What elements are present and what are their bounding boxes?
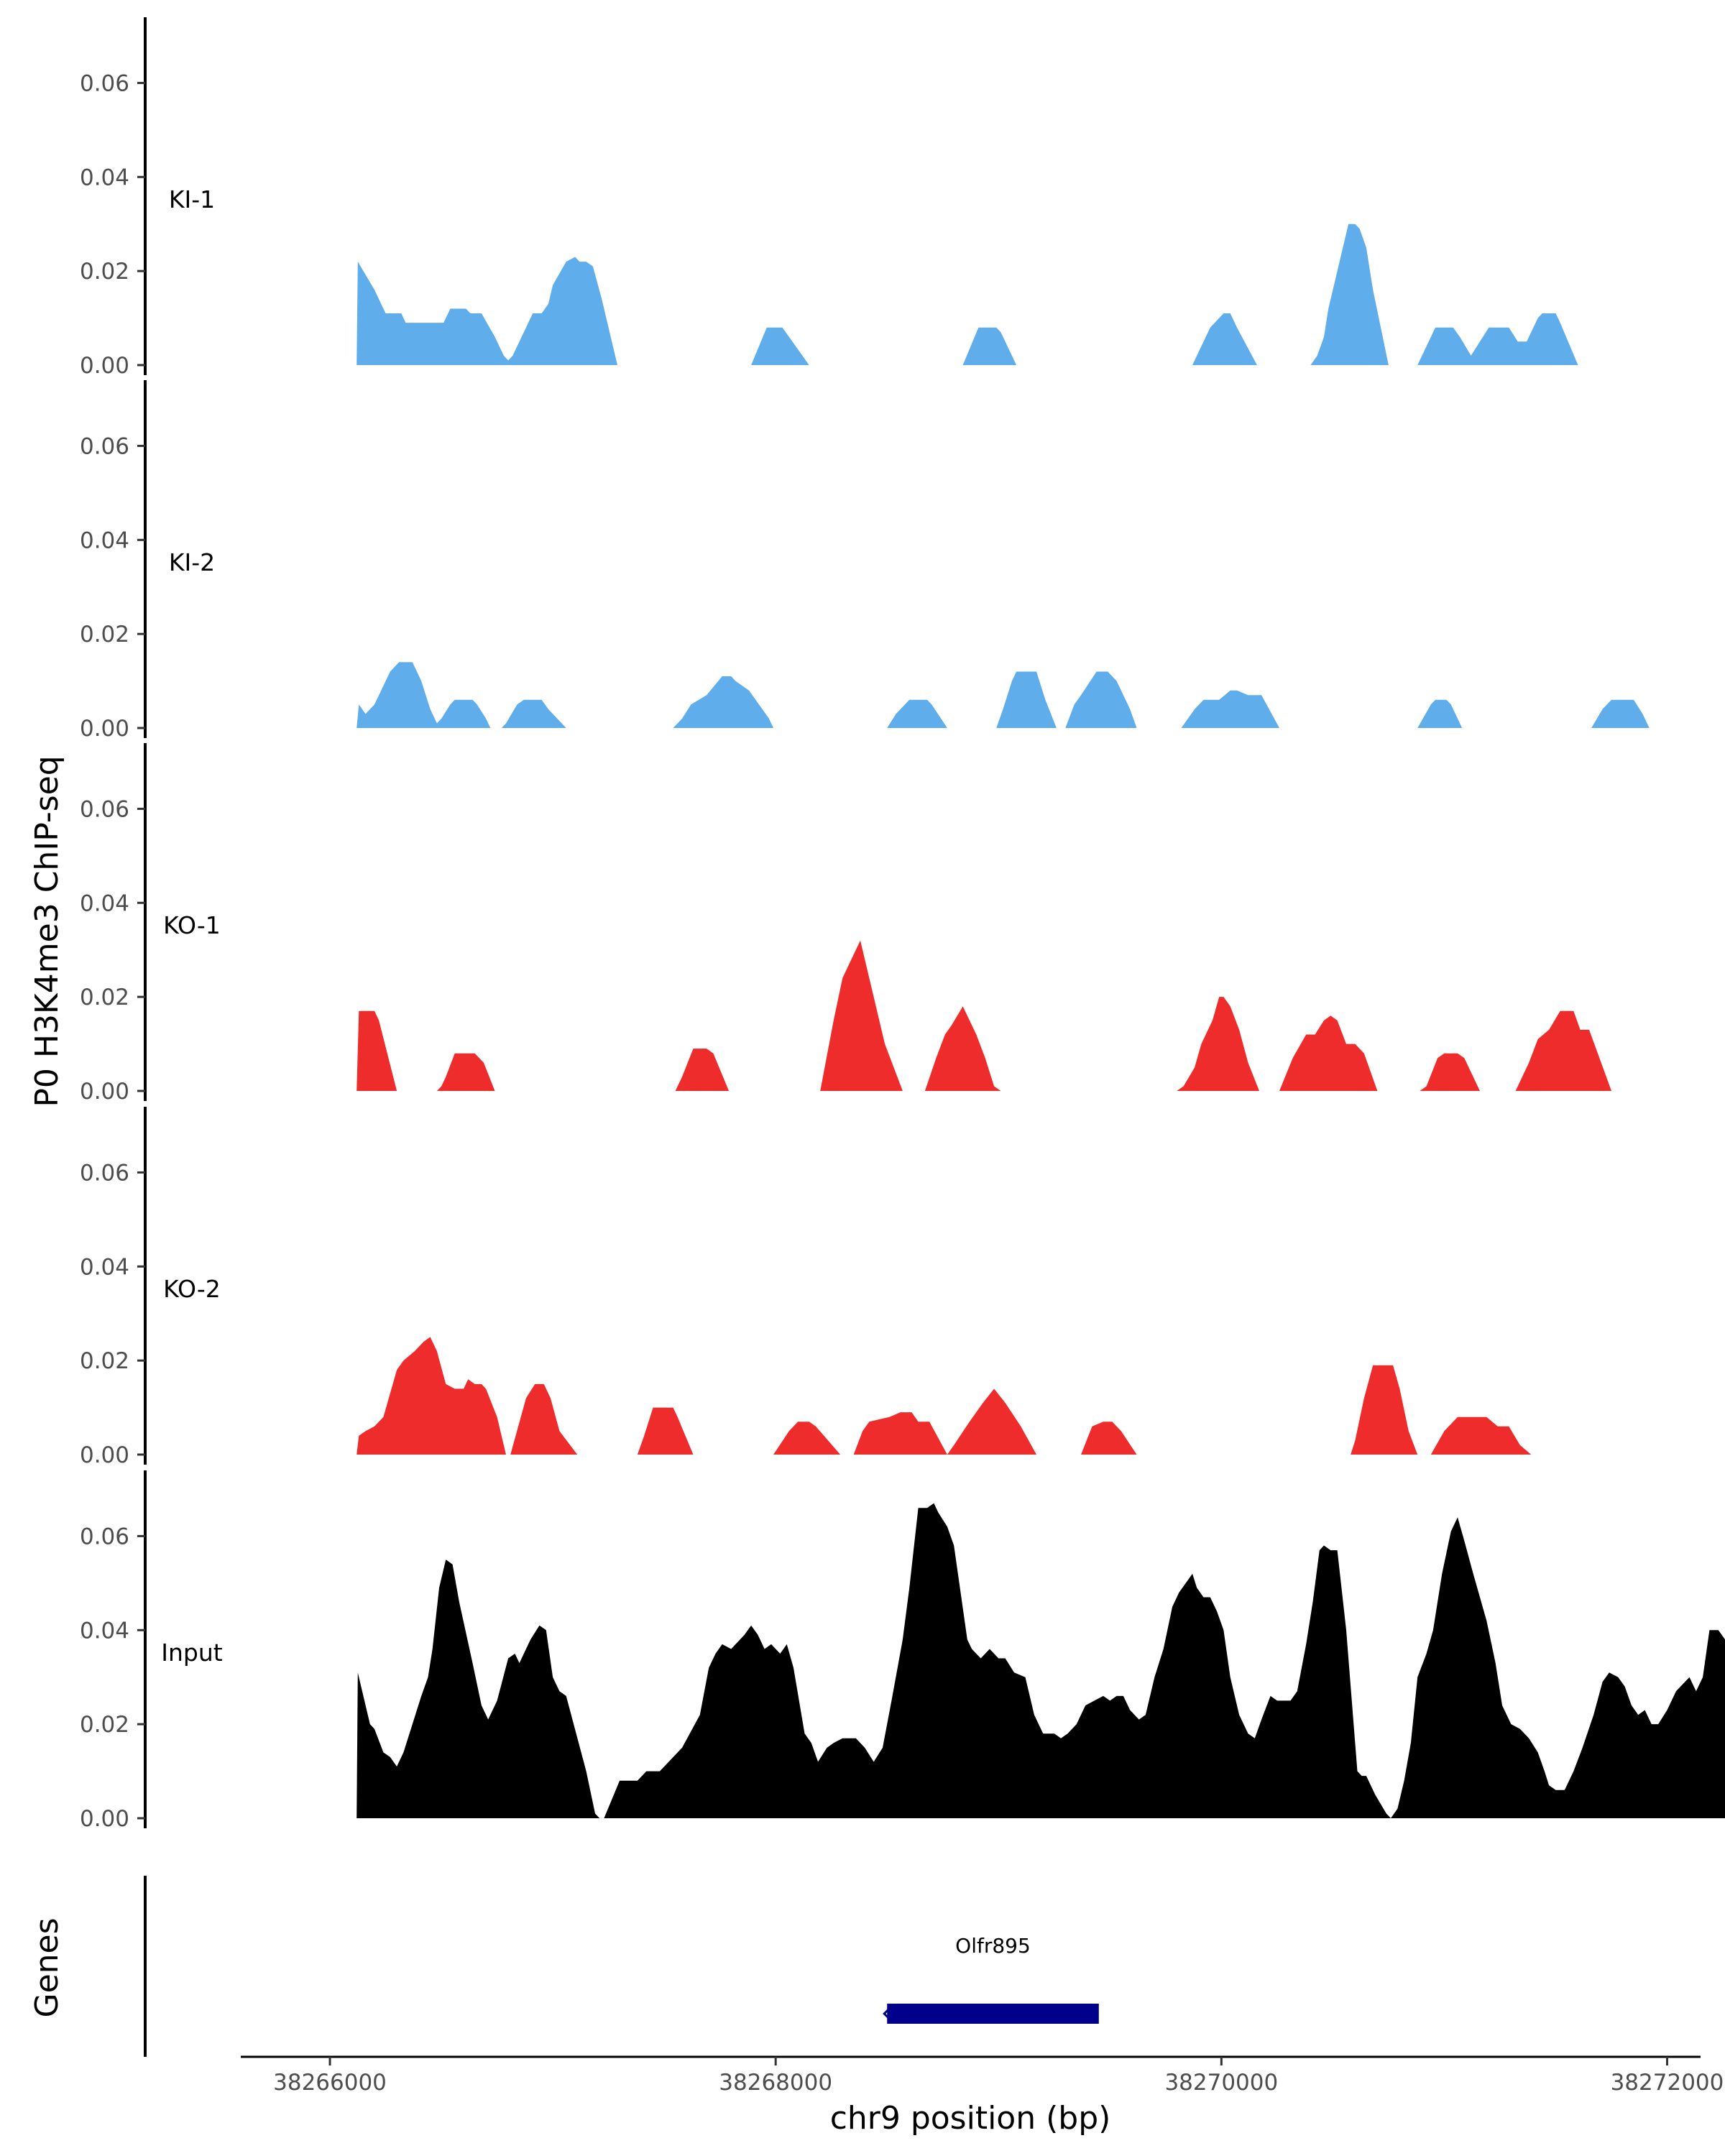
y-tick-label: 0.02 bbox=[80, 1348, 129, 1374]
y-tick-label: 0.04 bbox=[80, 1254, 129, 1280]
track-area-ko-1 bbox=[356, 940, 1612, 1091]
track-label-ki-2: KI-2 bbox=[169, 548, 215, 576]
y-tick-label: 0.02 bbox=[80, 985, 129, 1010]
track-area-ki-1 bbox=[356, 224, 1578, 365]
gene-label: Olfr895 bbox=[955, 1934, 1031, 1958]
track-area-ko-2 bbox=[356, 1337, 1532, 1455]
track-ki-1: 0.00 0.02 0.04 0.06 KI-1 bbox=[80, 17, 1578, 379]
tracks-layer: 0.00 0.02 0.04 0.06 KI-1 0.00 0.02 0.04 0.06 KI-2… bbox=[80, 17, 1725, 1832]
x-tick-label: 38270000 bbox=[1164, 2070, 1278, 2096]
genes-axis-title: Genes bbox=[29, 1917, 65, 2017]
gene-marks: Olfr895 bbox=[883, 1934, 1099, 2024]
y-tick-label: 0.06 bbox=[80, 433, 129, 459]
track-ki-2: 0.00 0.02 0.04 0.06 KI-2 bbox=[80, 380, 1650, 742]
x-axis-title: chr9 position (bp) bbox=[830, 2100, 1111, 2137]
x-ticks: 38266000 38268000 38270000 38272000 bbox=[273, 2057, 1724, 2096]
track-label-ko-1: KO-1 bbox=[163, 911, 221, 939]
y-tick-label: 0.02 bbox=[80, 259, 129, 285]
track-area-ki-2 bbox=[356, 662, 1650, 728]
track-label-ko-2: KO-2 bbox=[163, 1275, 221, 1303]
x-tick-label: 38266000 bbox=[273, 2070, 387, 2096]
y-tick-label: 0.04 bbox=[80, 890, 129, 916]
y-tick-label: 0.02 bbox=[80, 1712, 129, 1738]
gene-bar bbox=[887, 2004, 1099, 2024]
y-tick-label: 0.04 bbox=[80, 528, 129, 553]
y-tick-label: 0.06 bbox=[80, 1524, 129, 1549]
y-tick-label: 0.00 bbox=[80, 1442, 129, 1468]
y-axis-title: P0 H3K4me3 ChIP-seq bbox=[29, 755, 65, 1107]
track-label-ki-1: KI-1 bbox=[169, 185, 215, 213]
track-ko-2: 0.00 0.02 0.04 0.06 KO-2 bbox=[80, 1107, 1532, 1468]
x-axis: 38266000 38268000 38270000 38272000 chr9 po… bbox=[241, 2055, 1724, 2137]
y-tick-label: 0.00 bbox=[80, 353, 129, 379]
track-area-input bbox=[356, 1503, 1725, 1818]
gene-strand-arrow bbox=[883, 2007, 891, 2021]
track-label-input: Input bbox=[161, 1639, 223, 1667]
x-tick-label: 38268000 bbox=[719, 2070, 832, 2096]
y-tick-label: 0.04 bbox=[80, 165, 129, 190]
track-ko-1: 0.00 0.02 0.04 0.06 KO-1 bbox=[80, 743, 1612, 1105]
y-tick-label: 0.00 bbox=[80, 1079, 129, 1105]
genes-panel: Genes Olfr895 bbox=[29, 1876, 1099, 2057]
y-tick-label: 0.06 bbox=[80, 70, 129, 96]
x-tick-label: 38272000 bbox=[1611, 2070, 1724, 2096]
track-input: 0.00 0.02 0.04 0.06 Input bbox=[80, 1470, 1725, 1832]
y-tick-label: 0.02 bbox=[80, 622, 129, 648]
y-tick-label: 0.00 bbox=[80, 716, 129, 742]
y-tick-label: 0.06 bbox=[80, 1160, 129, 1186]
y-tick-label: 0.00 bbox=[80, 1806, 129, 1832]
y-tick-label: 0.04 bbox=[80, 1618, 129, 1644]
y-tick-label: 0.06 bbox=[80, 796, 129, 822]
